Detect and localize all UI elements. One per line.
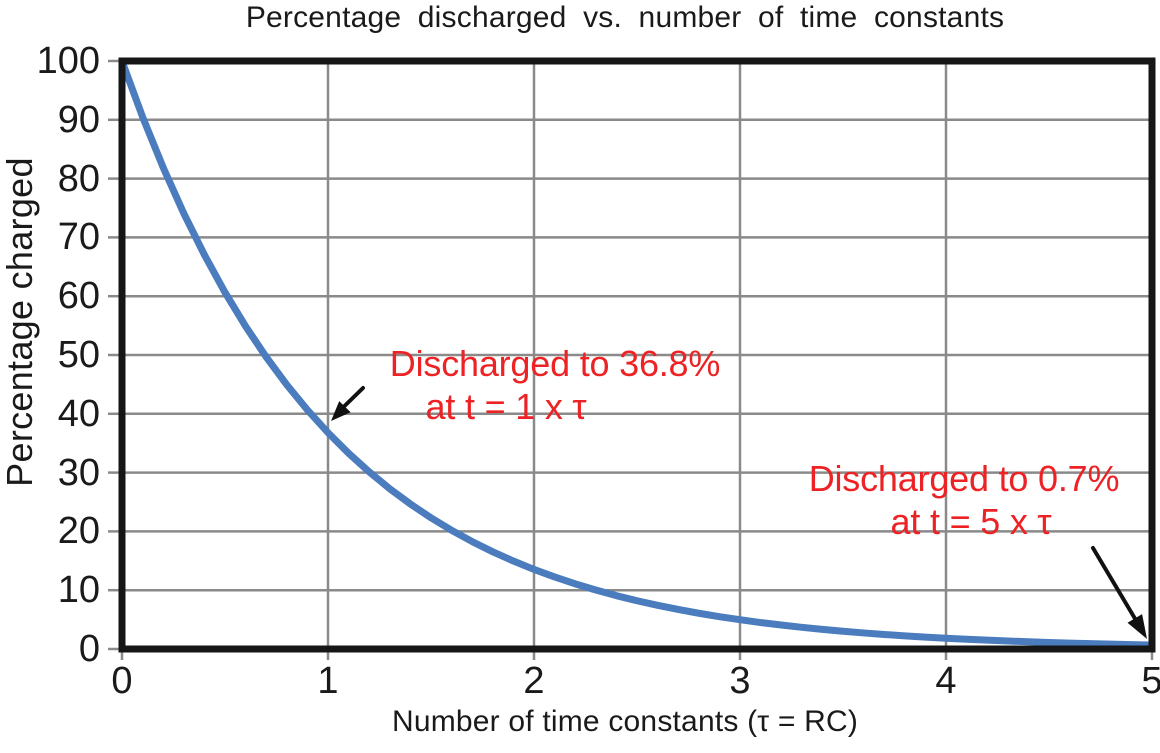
- annotation-arrow-shaft: [341, 386, 365, 410]
- y-tick-label: 30: [57, 451, 100, 494]
- annotation-line: Discharged to 0.7%: [808, 458, 1120, 499]
- x-tick-label: 2: [523, 660, 545, 702]
- annotation-line: at t = 1 x τ: [425, 386, 587, 427]
- x-tick-label: 4: [935, 660, 957, 702]
- plot-frame: [118, 57, 1156, 653]
- x-tick-label: 0: [111, 660, 133, 702]
- y-tick-label: 100: [36, 40, 100, 82]
- y-tick-label: 60: [57, 275, 100, 318]
- x-tick-label: 5: [1141, 660, 1160, 702]
- annotation-arrowhead: [331, 401, 351, 421]
- annotation-line: Discharged to 36.8%: [389, 343, 721, 384]
- y-tick-label: 20: [57, 510, 100, 553]
- chart-title: Percentage discharged vs. number of time…: [245, 1, 1005, 34]
- y-tick-label: 70: [57, 216, 100, 259]
- x-tick-label: 1: [317, 660, 339, 702]
- y-tick-label: 10: [57, 569, 100, 612]
- y-tick-label: 80: [57, 157, 100, 200]
- y-tick-label: 40: [57, 392, 100, 435]
- annotation-arrow-shaft: [1091, 546, 1139, 624]
- annotation-arrowhead: [1127, 614, 1147, 639]
- discharge-curve: [118, 57, 1156, 649]
- y-tick-label: 50: [57, 334, 100, 376]
- annotation-line: at t = 5 x τ: [890, 501, 1052, 542]
- y-tick-label: 0: [78, 628, 100, 670]
- y-tick-label: 90: [57, 98, 100, 141]
- x-axis-title: Number of time constants (τ = RC): [391, 705, 859, 738]
- annotation-discharged-36-8: Discharged to 36.8% at t = 1 x τ: [389, 342, 721, 428]
- x-tick-label: 3: [729, 660, 751, 702]
- annotation-discharged-0-7: Discharged to 0.7% at t = 5 x τ: [809, 457, 1120, 543]
